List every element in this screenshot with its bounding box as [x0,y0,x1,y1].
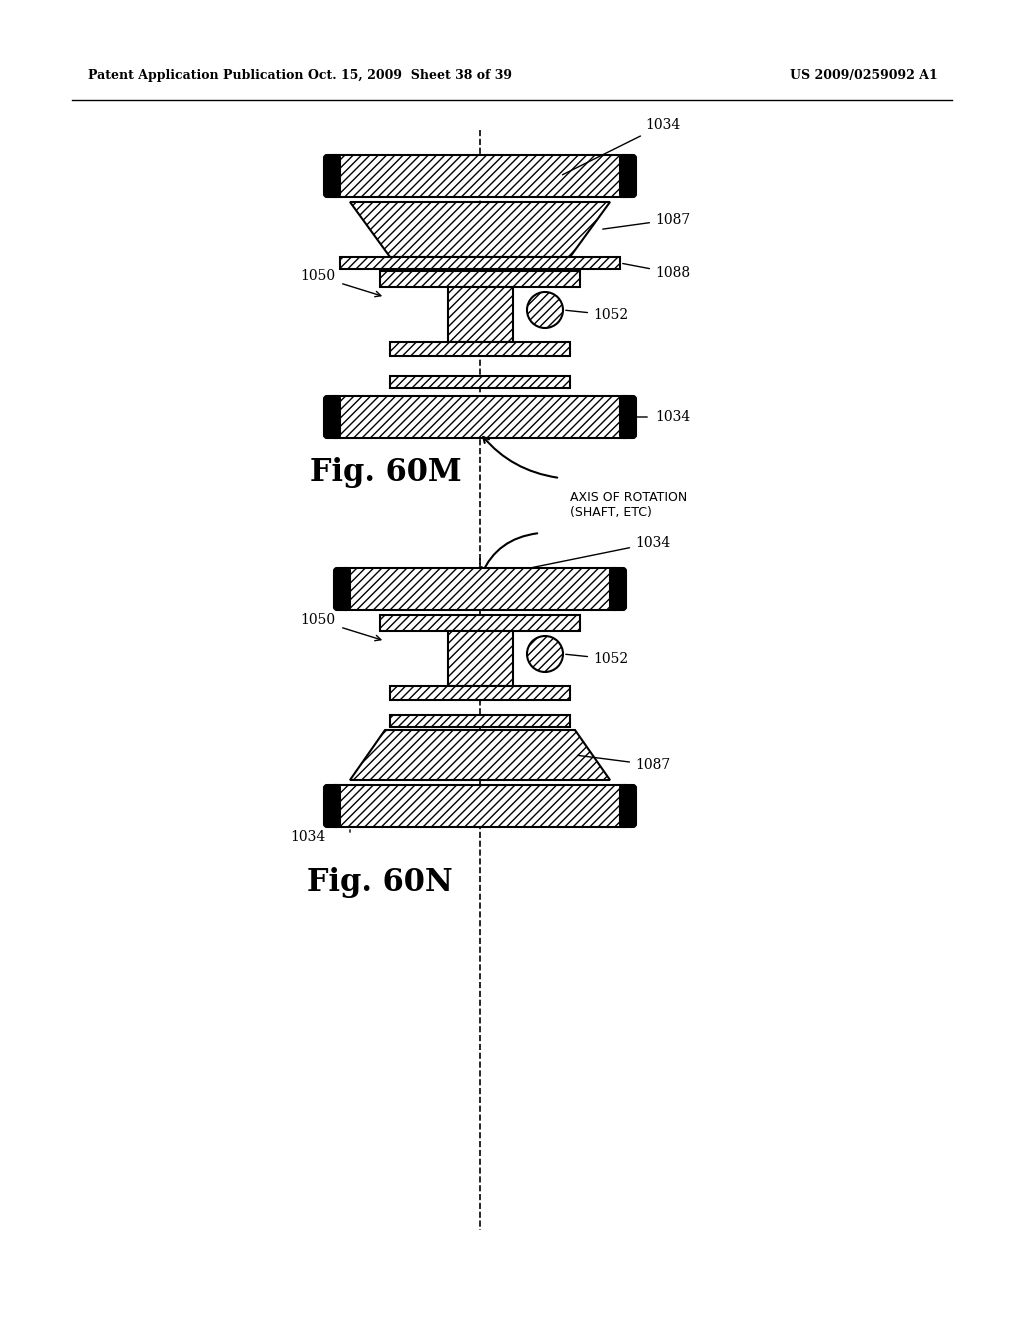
FancyBboxPatch shape [390,376,570,388]
Text: Fig. 60M: Fig. 60M [310,458,462,488]
Text: 1087: 1087 [578,755,671,772]
Circle shape [527,636,563,672]
Text: 1034: 1034 [655,411,690,424]
FancyBboxPatch shape [380,271,580,286]
Text: 1087: 1087 [603,213,690,230]
FancyBboxPatch shape [335,785,625,828]
FancyBboxPatch shape [390,686,570,700]
FancyBboxPatch shape [447,631,512,686]
FancyBboxPatch shape [334,568,350,610]
Text: US 2009/0259092 A1: US 2009/0259092 A1 [790,69,938,82]
FancyBboxPatch shape [340,257,620,269]
FancyBboxPatch shape [620,154,636,197]
FancyBboxPatch shape [324,154,340,197]
Text: Fig. 60N: Fig. 60N [307,866,453,898]
Text: Oct. 15, 2009  Sheet 38 of 39: Oct. 15, 2009 Sheet 38 of 39 [308,69,512,82]
FancyBboxPatch shape [345,568,615,610]
Text: 1052: 1052 [566,308,628,322]
Polygon shape [350,730,610,780]
Text: Patent Application Publication: Patent Application Publication [88,69,303,82]
Text: 1050: 1050 [300,269,335,282]
Circle shape [527,292,563,327]
FancyBboxPatch shape [335,154,625,197]
FancyBboxPatch shape [610,568,626,610]
Text: AXIS OF ROTATION
(SHAFT, ETC): AXIS OF ROTATION (SHAFT, ETC) [570,491,687,519]
Text: 1088: 1088 [623,264,690,280]
FancyBboxPatch shape [324,396,340,438]
Text: 1052: 1052 [566,652,628,667]
Text: 1034: 1034 [532,536,671,568]
Polygon shape [350,202,610,257]
FancyBboxPatch shape [620,396,636,438]
FancyBboxPatch shape [390,715,570,727]
FancyBboxPatch shape [380,615,580,631]
FancyBboxPatch shape [447,286,512,342]
FancyBboxPatch shape [324,785,340,828]
FancyBboxPatch shape [335,396,625,438]
Text: 1050: 1050 [300,612,335,627]
FancyBboxPatch shape [620,785,636,828]
Text: 1034: 1034 [290,830,326,843]
Text: 1034: 1034 [562,117,680,174]
FancyBboxPatch shape [390,342,570,356]
